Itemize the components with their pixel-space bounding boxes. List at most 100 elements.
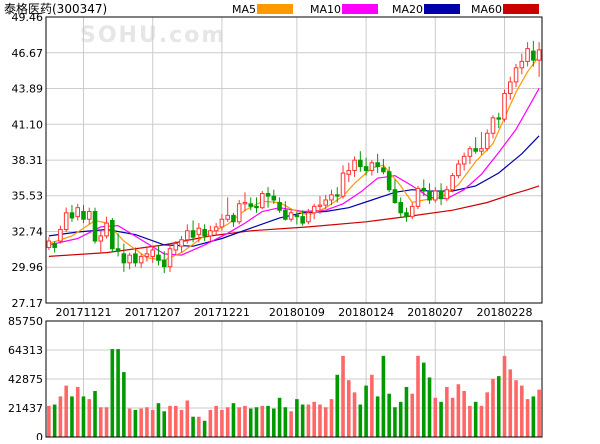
candle	[415, 185, 421, 209]
volume-bar	[231, 403, 236, 437]
candle	[52, 241, 57, 253]
candle	[58, 225, 63, 244]
volume-bar	[283, 407, 288, 437]
volume-bar	[179, 409, 184, 437]
volume-bar	[185, 400, 190, 437]
candle-body-down	[404, 212, 409, 218]
candle-body-up	[456, 163, 461, 177]
legend-swatch-ma5	[257, 4, 293, 14]
candle-body-up	[63, 212, 69, 230]
volume-bar	[58, 396, 63, 437]
volume-bar	[485, 392, 489, 437]
candle-body-up	[138, 255, 144, 264]
volume-series	[47, 349, 541, 437]
volume-bar	[537, 389, 541, 437]
volume-bar	[70, 396, 74, 437]
volume-bar	[341, 355, 345, 437]
volume-bar	[173, 405, 178, 437]
candle	[519, 53, 525, 75]
candle	[513, 63, 519, 88]
volume-bar	[289, 411, 293, 437]
volume-bar	[364, 385, 368, 437]
candle	[104, 216, 109, 239]
candle-body-up	[461, 155, 467, 165]
volume-bar	[93, 391, 97, 437]
candle	[202, 224, 207, 242]
candle-body-up	[369, 162, 375, 171]
volume-bar	[237, 407, 241, 437]
volume-bar	[145, 407, 149, 437]
volume-bar	[306, 404, 311, 437]
candle-body-down	[161, 259, 167, 268]
volume-bar	[514, 380, 518, 437]
volume-bar	[202, 420, 207, 437]
candle-body-up	[340, 172, 346, 197]
candle	[63, 207, 69, 233]
candle	[409, 202, 415, 220]
price-tick-label: 29.96	[12, 261, 44, 274]
candle-body-up	[144, 253, 150, 257]
candle	[213, 223, 219, 236]
volume-bar	[520, 385, 524, 437]
volume-tick-label: 21437	[8, 402, 43, 415]
candle-body-up	[185, 230, 190, 241]
chart-title: 泰格医药(300347)	[4, 1, 107, 16]
volume-bar	[150, 409, 155, 437]
volume-bar	[75, 386, 80, 437]
candle	[225, 197, 230, 222]
candle	[277, 197, 282, 213]
candle-body-down	[334, 194, 340, 197]
candle	[507, 76, 513, 100]
candle-body-up	[98, 235, 104, 242]
candle-body-up	[219, 218, 225, 228]
candle	[190, 220, 196, 243]
candle	[161, 251, 167, 274]
volume-bar	[439, 401, 443, 437]
candle-body-up	[525, 48, 530, 62]
candle	[329, 189, 334, 206]
candle	[467, 146, 473, 165]
date-tick-label: 20180228	[477, 306, 533, 319]
candle-body-up	[352, 159, 357, 171]
ma20-line	[48, 135, 540, 247]
candle	[231, 212, 236, 227]
volume-tick-label: 64313	[8, 344, 43, 357]
candle-body-up	[58, 228, 63, 242]
volume-bar	[410, 393, 415, 437]
volume-tick-label: 85750	[8, 315, 43, 328]
candle	[156, 246, 161, 266]
candle-body-up	[479, 148, 484, 152]
candle	[433, 187, 438, 203]
legend-label-ma10: MA10	[310, 3, 341, 16]
candle	[167, 243, 173, 272]
candle	[496, 112, 502, 129]
candle-body-up	[288, 212, 294, 220]
candle-body-up	[311, 205, 317, 214]
legend-swatch-ma60	[503, 4, 539, 14]
volume-bar	[208, 409, 213, 437]
volume-bar	[127, 408, 132, 437]
volume-bar	[335, 374, 340, 437]
price-tick-label: 35.53	[12, 190, 44, 203]
candle-body-up	[259, 193, 265, 209]
volume-bar	[191, 416, 195, 437]
candle-body-up	[208, 230, 213, 237]
volume-panel-frame	[45, 320, 543, 438]
candle	[404, 207, 409, 222]
volume-bar	[52, 404, 57, 437]
candle	[92, 207, 98, 244]
candle-body-down	[381, 167, 386, 173]
candle	[369, 160, 375, 176]
candle	[363, 157, 369, 176]
candle	[75, 203, 81, 221]
candle	[110, 217, 115, 253]
volume-bar	[427, 377, 432, 437]
candle	[81, 205, 86, 224]
volume-bar	[64, 385, 68, 437]
candle-body-down	[531, 50, 536, 61]
legend-label-ma5: MA5	[232, 3, 256, 16]
candle-body-down	[110, 219, 115, 250]
candle	[242, 192, 248, 212]
candle-body-up	[415, 187, 421, 207]
candle	[219, 214, 225, 231]
